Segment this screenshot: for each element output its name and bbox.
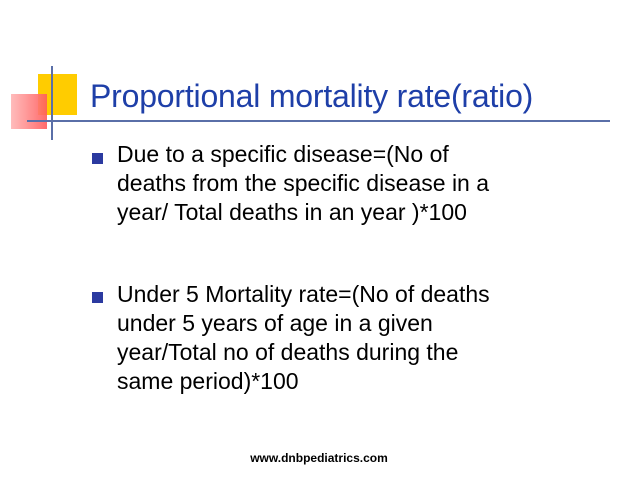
- logo-red-square-highlight: [11, 94, 47, 129]
- bullet-1-line-1: Due to a specific disease=(No of: [117, 141, 449, 167]
- bullet-1-line-3: year/ Total deaths in an year )*100: [117, 199, 467, 225]
- bullet-square-icon: [92, 292, 103, 303]
- bullet-1-line-2: deaths from the specific disease in a: [117, 170, 490, 196]
- bullet-2-line-1: Under 5 Mortality rate=(No of deaths: [117, 281, 490, 307]
- slide-title: Proportional mortality rate(ratio): [90, 78, 534, 114]
- bullet-item-2: Under 5 Mortality rate=(No of deaths und…: [117, 280, 617, 396]
- bullet-square-icon: [92, 153, 103, 164]
- footer-website: www.dnbpediatrics.com: [250, 451, 388, 465]
- bullet-2-line-3: year/Total no of deaths during the: [117, 339, 459, 365]
- bullet-2-line-2: under 5 years of age in a given: [117, 310, 433, 336]
- logo-vertical-line: [51, 66, 53, 140]
- title-underline: [27, 120, 610, 122]
- bullet-item-1: Due to a specific disease=(No of deaths …: [117, 140, 617, 227]
- bullet-2-line-4: same period)*100: [117, 368, 299, 394]
